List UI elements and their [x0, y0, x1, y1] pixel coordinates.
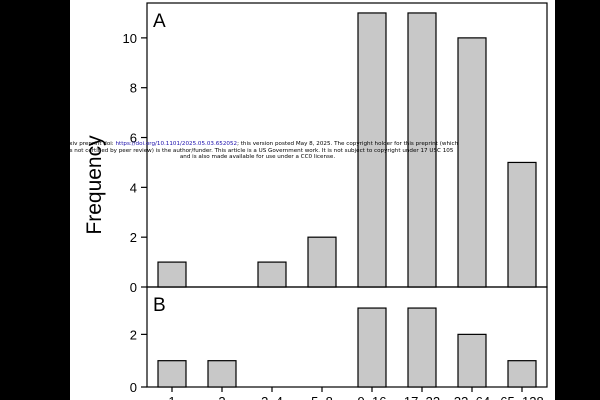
- bar-B-9–16: [357, 307, 387, 388]
- y-tick-label-A-2: 2: [130, 230, 137, 245]
- bar-A-17–32: [407, 12, 437, 288]
- y-tick-label-A-4: 4: [130, 180, 137, 195]
- bar-B-1: [157, 360, 187, 388]
- notice-line1-rest: ; this version posted May 8, 2025. The c…: [237, 141, 459, 147]
- bar-A-33–64: [457, 37, 487, 288]
- x-tick-label-9–16: 9–16: [358, 394, 387, 400]
- bar-B-2: [207, 360, 237, 388]
- doi-link[interactable]: https://doi.org/10.1101/2025.05.03.65205…: [115, 141, 238, 147]
- bar-B-33–64: [457, 333, 487, 388]
- bar-A-3–4: [257, 261, 287, 288]
- y-tick-label-B-2: 2: [130, 327, 137, 342]
- bar-A-5–8: [307, 236, 337, 288]
- x-tick-label-1: 1: [168, 394, 175, 400]
- x-tick-label-65–128: 65–128: [500, 394, 543, 400]
- y-tick-label-A-0: 0: [130, 280, 137, 295]
- bar-A-65–128: [507, 161, 537, 288]
- preprint-notice: bioRxiv preprint doi: https://doi.org/10…: [45, 141, 470, 161]
- bar-B-17–32: [407, 307, 437, 388]
- bar-B-65–128: [507, 360, 537, 388]
- panel-B-frame: [146, 286, 548, 388]
- x-tick-label-33–64: 33–64: [454, 394, 490, 400]
- notice-line3: and is also made available for use under…: [179, 154, 336, 161]
- x-tick-label-2: 2: [218, 394, 225, 400]
- x-tick-label-3–4: 3–4: [261, 394, 283, 400]
- bar-A-9–16: [357, 12, 387, 288]
- x-tick-label-5–8: 5–8: [311, 394, 333, 400]
- panel-label-B: B: [153, 295, 166, 316]
- panel-label-A: A: [153, 11, 166, 32]
- notice-line2: was not certified by peer review) is the…: [61, 147, 454, 154]
- notice-prefix: bioRxiv preprint doi:: [56, 141, 116, 147]
- x-tick-label-17–32: 17–32: [404, 394, 440, 400]
- y-tick-label-A-10: 10: [123, 31, 137, 46]
- bar-A-1: [157, 261, 187, 288]
- y-tick-label-A-8: 8: [130, 81, 137, 96]
- y-tick-label-A-6: 6: [130, 131, 137, 146]
- y-axis-title: Frequency: [83, 135, 106, 235]
- y-tick-label-B-0: 0: [130, 380, 137, 395]
